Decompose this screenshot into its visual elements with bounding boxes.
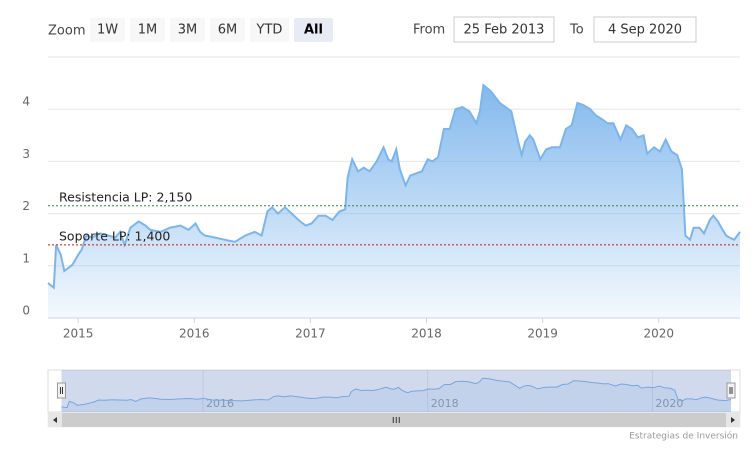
from-input[interactable]: 25 Feb 2013 — [464, 23, 545, 38]
from-label: From — [413, 23, 445, 38]
zoom-label: Zoom — [48, 24, 85, 39]
navigator-tick-label: 2018 — [431, 397, 459, 410]
navigator-handle[interactable] — [726, 382, 736, 399]
y-tick-label: 2 — [22, 199, 30, 213]
plot-line-label: Soporte LP: 1,400 — [59, 228, 170, 243]
y-tick-label: 1 — [22, 251, 30, 265]
zoom-button[interactable] — [294, 18, 333, 42]
navigator-bg — [47, 369, 741, 413]
x-tick-label: 2020 — [643, 327, 674, 341]
scroll-left-arrow — [53, 417, 57, 423]
y-tick-label: 0 — [22, 304, 30, 318]
to-input-box[interactable] — [593, 16, 697, 43]
zoom-button[interactable] — [250, 18, 289, 42]
navigator-handle[interactable] — [56, 382, 66, 399]
navigator-tick-label: 2020 — [655, 397, 683, 410]
area-line — [47, 83, 741, 290]
zoom-button[interactable] — [170, 18, 205, 42]
x-tick-label: 2016 — [179, 327, 210, 341]
x-tick-label: 2015 — [63, 327, 94, 341]
scroll-right-arrow — [731, 417, 735, 423]
zoom-button[interactable] — [210, 18, 245, 42]
zoom-button-label[interactable]: 1M — [138, 23, 158, 38]
zoom-button-label[interactable]: 6M — [218, 23, 238, 38]
credits[interactable]: Estrategias de Inversión — [629, 431, 738, 442]
to-label: To — [569, 23, 584, 38]
zoom-button-label[interactable]: All — [304, 23, 323, 38]
navigator-area — [61, 378, 732, 412]
navigator-line — [61, 377, 732, 409]
zoom-button-label[interactable]: YTD — [256, 23, 283, 38]
zoom-button[interactable] — [130, 18, 165, 42]
plot-line-label: Resistencia LP: 2,150 — [59, 189, 192, 204]
x-tick-label: 2018 — [411, 327, 442, 341]
zoom-button-label[interactable]: 3M — [178, 23, 198, 38]
zoom-button-label[interactable]: 1W — [97, 23, 118, 38]
y-tick-label: 3 — [22, 147, 30, 161]
to-input[interactable]: 4 Sep 2020 — [608, 23, 682, 38]
from-input-box[interactable] — [453, 16, 555, 43]
zoom-button[interactable] — [90, 18, 125, 42]
x-tick-label: 2019 — [527, 327, 558, 341]
area-fill — [48, 85, 740, 318]
y-tick-label: 4 — [22, 95, 30, 109]
navigator-mask[interactable] — [61, 370, 732, 412]
x-tick-label: 2017 — [295, 327, 326, 341]
